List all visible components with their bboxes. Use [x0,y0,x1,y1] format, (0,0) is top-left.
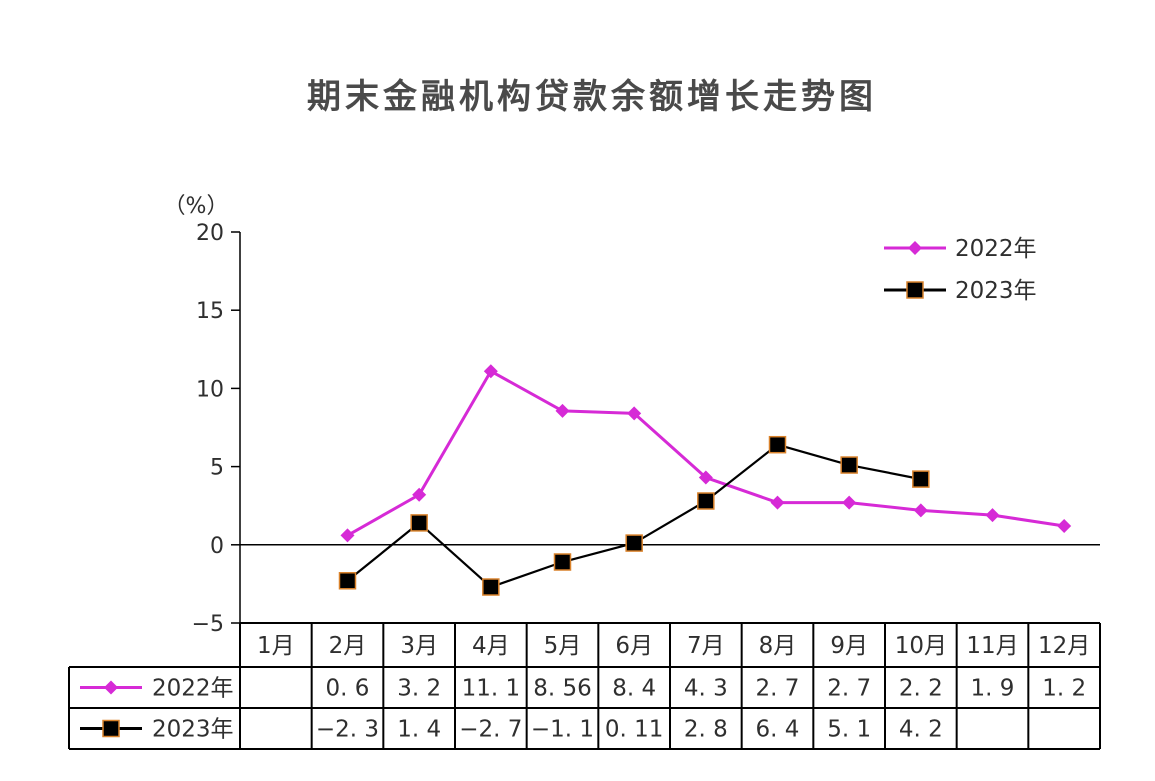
legend-marker [908,241,922,255]
x-tick-label: 11月 [966,633,1018,659]
data-label: 2. 7 [756,676,800,702]
y-tick-label: 10 [196,377,224,402]
data-label: 8. 4 [612,676,656,702]
y-tick-label: 5 [210,456,224,481]
y-tick-label: 15 [196,299,224,324]
data-label: 3. 2 [397,676,441,702]
x-tick-label: 7月 [687,633,725,659]
data-label: 1. 4 [397,717,441,743]
data-label: 4. 3 [684,676,728,702]
data-point [482,578,500,596]
data-label: 6. 4 [756,717,800,743]
table-legend-marker [102,719,120,738]
data-label: 8. 56 [533,676,592,702]
x-tick-label: 9月 [830,633,868,659]
legend-marker [906,281,924,299]
data-point [410,514,428,532]
x-tick-label: 12月 [1038,633,1090,659]
data-label: −2. 3 [316,717,379,743]
y-tick-label: 0 [210,534,224,559]
x-tick-label: 4月 [472,633,510,659]
x-tick-label: 2月 [329,633,367,659]
data-label: 0. 6 [326,676,370,702]
data-point [985,508,1000,523]
legend-label: 2022年 [955,236,1037,262]
data-point [1057,519,1072,534]
data-label: −2. 7 [459,717,522,743]
data-point [340,528,355,543]
data-table: 1月 2月 3月 4月 5月 6月 7月 8月 9月 10月 11月 12月 2022年 0. 6 3. 2… [68,622,1101,750]
data-point [338,572,357,590]
legend-label: 2023年 [955,278,1037,304]
series-2023年 [338,435,930,596]
data-label: 1. 2 [1042,676,1086,702]
x-tick-label: 3月 [400,633,438,659]
data-label: 0. 11 [605,717,664,743]
legend: 2022年 2023年 [884,236,1037,304]
data-label: 2. 8 [684,717,728,743]
data-point [555,403,570,418]
data-label: 4. 2 [899,717,943,743]
data-label: 2. 2 [899,676,943,702]
chart-title: 期末金融机构贷款余额增长走势图 [307,77,877,117]
data-label: 1. 9 [971,676,1015,702]
data-point [627,406,642,421]
data-point [553,553,572,571]
x-tick-label: 1月 [257,633,295,659]
data-point [768,435,787,454]
y-axis-unit: （%） [164,194,229,219]
x-tick-label: 5月 [544,633,582,659]
data-point [483,364,498,379]
data-point [842,495,857,510]
data-point [625,534,643,552]
series-line [346,369,1065,537]
data-point [840,456,858,474]
data-point [913,503,928,518]
x-tick-label: 8月 [759,633,797,659]
data-point [698,470,713,485]
data-label: 5. 1 [827,717,871,743]
data-label: 2. 7 [827,676,871,702]
table-row-label: 2023年 [152,717,234,743]
data-label: 11. 1 [462,676,521,702]
table-legend-marker [104,680,118,695]
series-line [346,443,922,589]
y-tick-label: 20 [196,221,224,246]
x-tick-label: 6月 [615,633,653,659]
x-tick-label: 10月 [895,633,947,659]
data-point [912,470,930,488]
data-point [697,492,715,510]
data-label: −1. 1 [531,717,594,743]
series-2022年 [340,364,1072,543]
y-tick-label: −5 [192,612,224,637]
axes: 20 15 10 5 0 −5 [192,221,1100,637]
series-layer [338,364,1072,596]
data-point [412,487,427,502]
data-point [770,495,785,510]
table-row-label: 2022年 [152,676,234,702]
